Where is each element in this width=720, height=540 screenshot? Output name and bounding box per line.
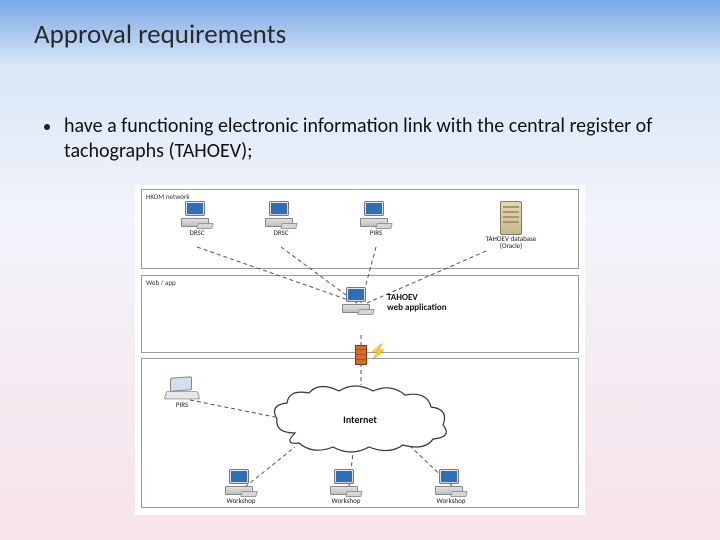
slide-title: Approval requirements <box>34 18 286 51</box>
node-webapp-label-block: TAHOEV web application <box>387 293 447 313</box>
bullet-marker <box>44 124 50 130</box>
node-drsc2-label: DRSC <box>274 229 289 236</box>
cloud-label: Internet <box>265 413 455 426</box>
node-ws1-label: Workshop <box>227 497 256 504</box>
node-pirs-laptop: PIRS <box>165 377 199 408</box>
computer-icon <box>360 201 392 229</box>
node-drsc1: DRSC <box>181 201 213 236</box>
node-pirs-label: PIRS <box>370 229 382 236</box>
zone-webapp-label: Web / app <box>146 278 176 287</box>
computer-icon <box>330 469 362 497</box>
node-ws1: Workshop <box>225 469 257 504</box>
firewall-icon <box>355 345 367 365</box>
node-tahodb: TAHOEV database (Oracle) <box>475 201 547 250</box>
node-tahodb-label: TAHOEV database (Oracle) <box>475 235 547 250</box>
network-diagram: HKOM network Web / app DRSC DRSC PIRS TAHOE… <box>135 185 585 515</box>
node-ws2-label: Workshop <box>332 497 361 504</box>
lightning-icon: ⚡ <box>369 343 386 360</box>
node-webapp <box>342 287 374 315</box>
bullet-item: have a functioning electronic informatio… <box>44 114 680 164</box>
node-drsc2: DRSC <box>265 201 297 236</box>
node-ws2: Workshop <box>330 469 362 504</box>
server-icon <box>500 201 522 235</box>
node-drsc1-label: DRSC <box>190 229 205 236</box>
computer-icon <box>342 287 374 315</box>
computer-icon <box>265 201 297 229</box>
node-webapp-label: TAHOEV web application <box>387 293 447 313</box>
computer-icon <box>225 469 257 497</box>
laptop-icon <box>165 377 199 401</box>
node-pirs-laptop-label: PIRS <box>176 401 188 408</box>
computer-icon <box>181 201 213 229</box>
node-ws3: Workshop <box>435 469 467 504</box>
bullet-text: have a functioning electronic informatio… <box>64 114 680 164</box>
zone-hkom-label: HKOM network <box>146 192 190 201</box>
computer-icon <box>435 469 467 497</box>
node-ws3-label: Workshop <box>437 497 466 504</box>
node-pirs: PIRS <box>360 201 392 236</box>
internet-cloud: Internet <box>265 383 455 455</box>
